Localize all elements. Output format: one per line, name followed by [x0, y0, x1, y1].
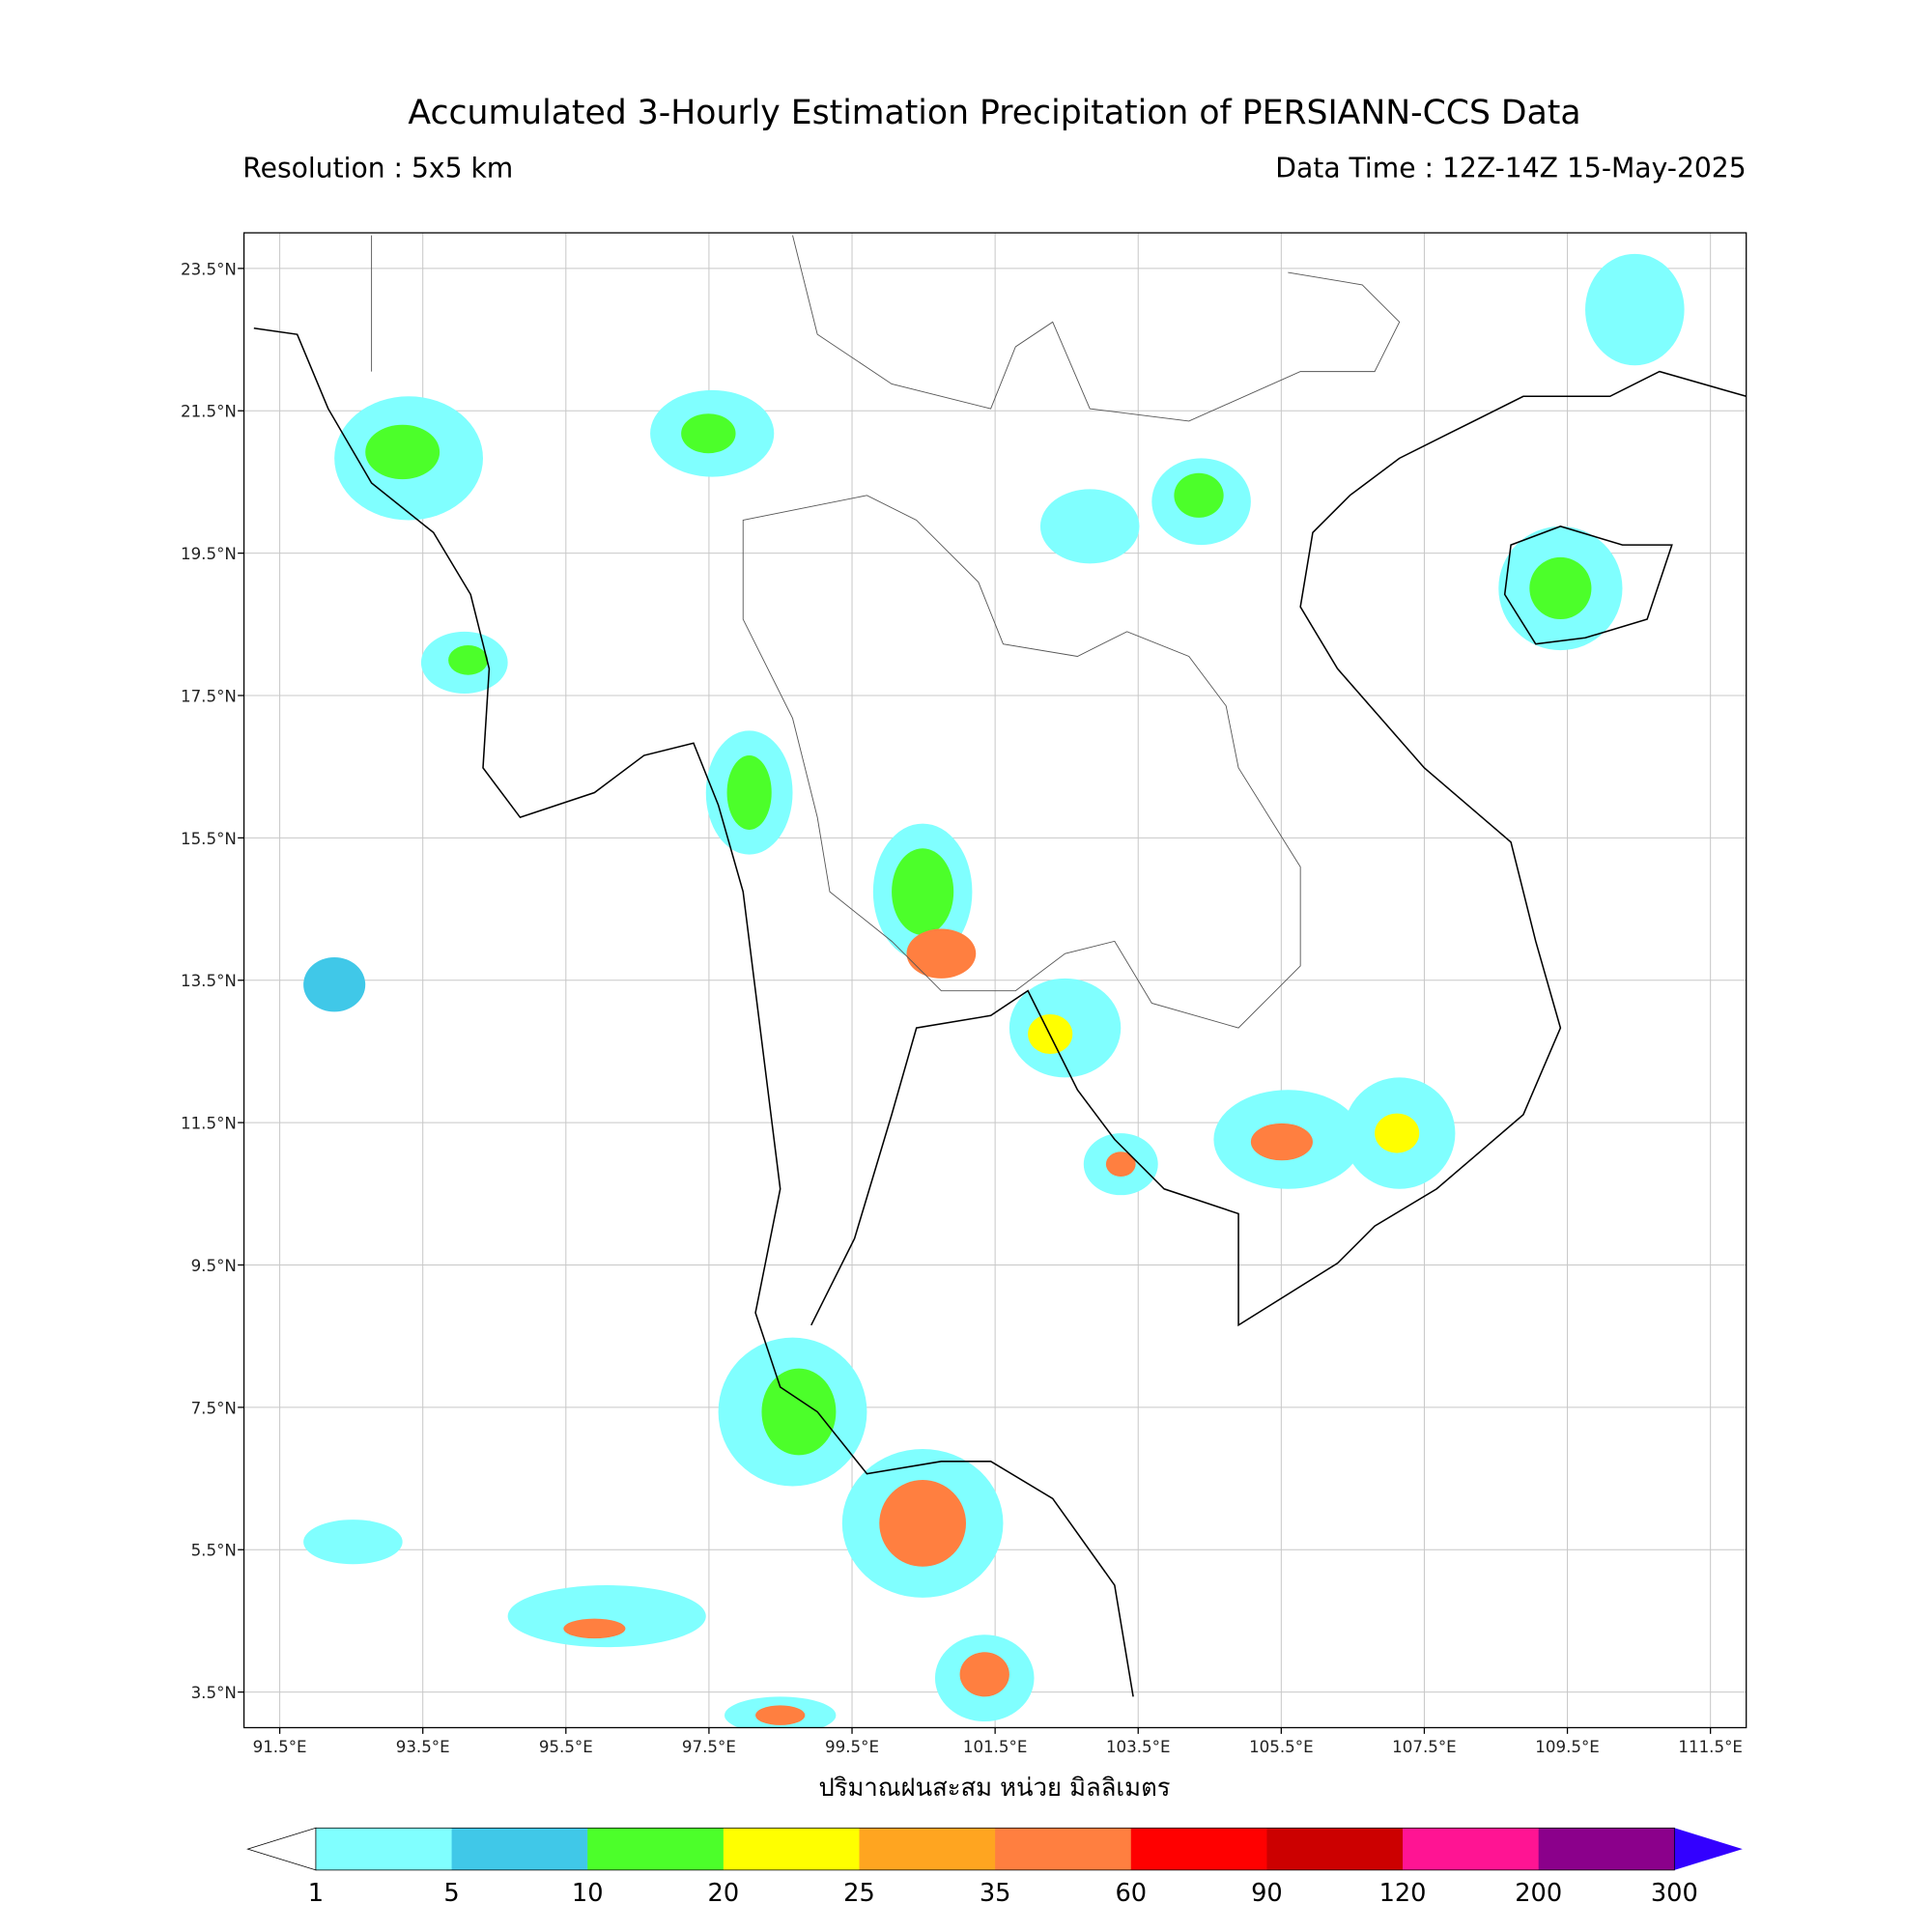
axis-label: ปริมาณฝนสะสม หน่วย มิลลิเมตร — [818, 1774, 1170, 1803]
precip-area — [879, 1480, 966, 1567]
precip-area — [303, 957, 366, 1012]
x-tick-label: 93.5°E — [396, 1738, 450, 1756]
precip-area — [563, 1618, 626, 1639]
colorbar-frame — [315, 1827, 1675, 1871]
colorbar-label: 1 — [308, 1879, 324, 1908]
x-tick-label: 109.5°E — [1535, 1738, 1600, 1756]
y-tick-label: 17.5°N — [181, 687, 237, 705]
island — [1503, 526, 1673, 645]
y-tick-label: 23.5°N — [181, 260, 237, 278]
colorbar-label: 20 — [708, 1879, 740, 1908]
colorbar-segment — [587, 1828, 724, 1870]
colorbar: 1 5 10 20 25 35 60 90 120 200 300 — [246, 1827, 1743, 1908]
precip-area — [1174, 472, 1224, 518]
x-tick-label: 101.5°E — [963, 1738, 1028, 1756]
precip-area — [1529, 556, 1592, 620]
data-time: Data Time : 12Z-14Z 15-May-2025 — [1275, 152, 1746, 184]
colorbar-label: 5 — [443, 1879, 459, 1908]
colorbar-label: 60 — [1115, 1879, 1147, 1908]
colorbar-label: 120 — [1379, 1879, 1427, 1908]
precip-area — [1585, 253, 1685, 366]
precip-area — [761, 1368, 837, 1456]
x-tick-label: 97.5°E — [682, 1738, 736, 1756]
y-tick-label: 3.5°N — [191, 1684, 237, 1702]
precip-area — [681, 413, 736, 454]
precip-area — [1375, 1113, 1420, 1153]
y-tick-label: 15.5°N — [181, 830, 237, 848]
grid: 91.5°E 93.5°E 95.5°E 97.5°E 99.5°E 101.5°E 103… — [181, 233, 1747, 1756]
x-tick-label: 105.5°E — [1249, 1738, 1314, 1756]
x-tick-label: 95.5°E — [539, 1738, 593, 1756]
y-tick-label: 5.5°N — [191, 1542, 237, 1560]
colorbar-segment — [859, 1828, 996, 1870]
precip-area — [303, 1520, 403, 1565]
colorbar-segment — [315, 1828, 453, 1870]
precip-area — [1250, 1122, 1313, 1161]
colorbar-segment — [1266, 1828, 1404, 1870]
colorbar-segment — [995, 1828, 1132, 1870]
colorbar-segment — [451, 1828, 588, 1870]
precip-area — [365, 424, 440, 480]
precip-area — [726, 755, 772, 830]
coastline — [253, 327, 1134, 1697]
colorbar-label: 300 — [1651, 1879, 1698, 1908]
colorbar-label: 10 — [572, 1879, 604, 1908]
resolution: Resolution : 5x5 km — [242, 152, 513, 184]
coastline — [810, 370, 1747, 1327]
x-tick-label: 91.5°E — [253, 1738, 307, 1756]
x-tick-label: 111.5°E — [1678, 1738, 1743, 1756]
precip-area — [448, 644, 489, 675]
map-area: 91.5°E 93.5°E 95.5°E 97.5°E 99.5°E 101.5°E 103… — [181, 232, 1747, 1756]
colorbar-label: 35 — [980, 1879, 1011, 1908]
colorbar-segment — [1130, 1828, 1268, 1870]
y-tick-label: 13.5°N — [181, 972, 237, 990]
y-tick-label: 19.5°N — [181, 545, 237, 563]
precipitation-field — [253, 235, 1747, 1728]
colorbar-segment — [1538, 1828, 1675, 1870]
colorbar-segment — [1403, 1828, 1540, 1870]
country-border — [742, 495, 1301, 1029]
precip-area — [959, 1652, 1009, 1697]
y-tick-label: 21.5°N — [181, 403, 237, 421]
precip-area — [507, 1585, 706, 1648]
x-tick-label: 99.5°E — [825, 1738, 879, 1756]
colorbar-segment — [723, 1828, 861, 1870]
colorbar-label: 25 — [843, 1879, 875, 1908]
colorbar-label: 200 — [1515, 1879, 1562, 1908]
precip-area — [906, 928, 977, 979]
y-tick-label: 9.5°N — [191, 1257, 237, 1275]
precip-area — [755, 1705, 806, 1725]
y-tick-label: 7.5°N — [191, 1399, 237, 1417]
title: Accumulated 3-Hourly Estimation Precipit… — [408, 94, 1580, 132]
precip-area — [1039, 489, 1140, 564]
colorbar-label: 90 — [1251, 1879, 1283, 1908]
x-tick-label: 107.5°E — [1392, 1738, 1457, 1756]
precip-area — [1105, 1151, 1136, 1177]
precip-area — [892, 848, 954, 935]
y-tick-label: 11.5°N — [181, 1115, 237, 1133]
colorbar-over — [1674, 1828, 1743, 1870]
x-tick-label: 103.5°E — [1106, 1738, 1171, 1756]
map-frame — [242, 232, 1747, 1729]
country-border — [371, 235, 1401, 422]
